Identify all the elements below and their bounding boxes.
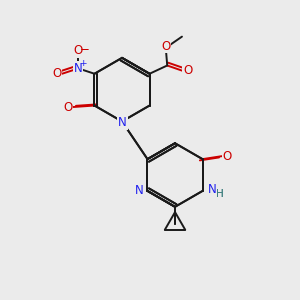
Text: O: O: [74, 44, 83, 57]
Text: O: O: [222, 150, 232, 163]
Text: N: N: [118, 116, 127, 129]
Text: −: −: [80, 44, 90, 56]
Text: O: O: [63, 100, 73, 113]
Text: N: N: [208, 183, 216, 196]
Text: O: O: [161, 40, 170, 52]
Text: N: N: [74, 62, 83, 75]
Text: N: N: [135, 184, 144, 197]
Text: H: H: [216, 189, 224, 199]
Text: H: H: [216, 189, 224, 199]
Text: N: N: [135, 184, 144, 197]
Text: N: N: [118, 116, 127, 129]
Text: N: N: [208, 183, 216, 196]
Text: +: +: [79, 58, 87, 68]
Text: O: O: [52, 67, 62, 80]
Text: O: O: [183, 64, 193, 77]
